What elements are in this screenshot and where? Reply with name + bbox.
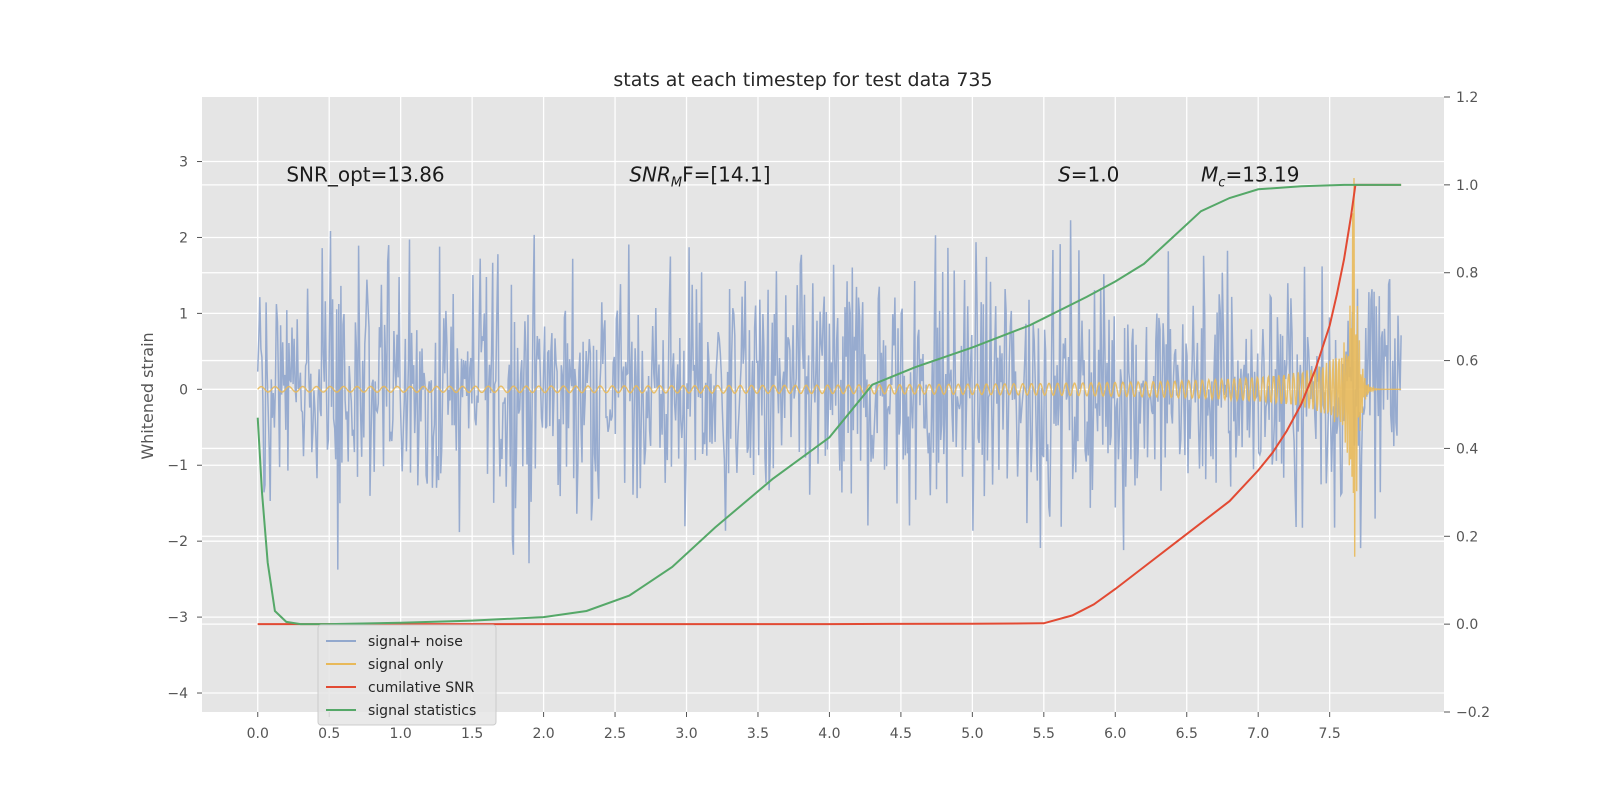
y2-tick-label: 0.2 <box>1456 529 1478 545</box>
x-tick-label: 1.5 <box>461 726 483 742</box>
x-tick-label: 4.5 <box>890 726 912 742</box>
x-tick-label: 3.0 <box>675 726 697 742</box>
chart-title: stats at each timestep for test data 735 <box>613 69 992 91</box>
x-tick-label: 5.0 <box>961 726 983 742</box>
annotation: S=1.0 <box>1058 163 1119 187</box>
x-tick-label: 6.5 <box>1176 726 1198 742</box>
y2-tick-label: 0.0 <box>1456 617 1478 633</box>
y2-tick-label: 1.2 <box>1456 90 1478 106</box>
x-tick-label: 0.5 <box>318 726 340 742</box>
x-tick-label: 4.0 <box>818 726 840 742</box>
x-tick-label: 7.0 <box>1247 726 1269 742</box>
legend <box>317 624 497 726</box>
annotation: SNRMF=[14.1] <box>629 163 770 191</box>
x-tick-label: 1.0 <box>390 726 412 742</box>
y-tick-label: 3 <box>179 155 188 171</box>
y-tick-label: −1 <box>167 458 188 474</box>
y2-tick-label: 0.8 <box>1456 266 1478 282</box>
annotation: SNR_opt=13.86 <box>286 163 444 187</box>
y2-tick-label: 1.0 <box>1456 178 1478 194</box>
legend-label: signal only <box>368 657 443 673</box>
y-axis-label: Whitened strain <box>138 332 157 459</box>
annotation: Mc=13.19 <box>1201 163 1299 191</box>
series-cumilative-snr <box>257 183 1402 626</box>
series-signal-noise <box>256 220 1402 570</box>
y-tick-label: −4 <box>167 686 188 702</box>
y-tick-label: 0 <box>179 382 188 398</box>
x-tick-label: 7.5 <box>1319 726 1341 742</box>
y2-tick-label: −0.2 <box>1456 705 1490 721</box>
legend-label: signal+ noise <box>368 634 463 650</box>
x-tick-label: 2.0 <box>532 726 554 742</box>
series-signal-statistics <box>256 183 1402 626</box>
y2-tick-label: 0.6 <box>1456 354 1478 370</box>
legend-label: cumilative SNR <box>368 680 475 696</box>
x-tick-label: 6.0 <box>1104 726 1126 742</box>
x-tick-label: 0.0 <box>247 726 269 742</box>
y-tick-label: −3 <box>167 610 188 626</box>
x-tick-label: 5.5 <box>1033 726 1055 742</box>
legend-label: signal statistics <box>368 703 476 719</box>
x-tick-label: 3.5 <box>747 726 769 742</box>
x-tick-label: 2.5 <box>604 726 626 742</box>
y-tick-label: 2 <box>179 230 188 246</box>
y-tick-label: −2 <box>167 534 188 550</box>
y2-tick-label: 0.4 <box>1456 441 1478 457</box>
series-signal-only <box>257 177 1402 557</box>
y-tick-label: 1 <box>179 306 188 322</box>
